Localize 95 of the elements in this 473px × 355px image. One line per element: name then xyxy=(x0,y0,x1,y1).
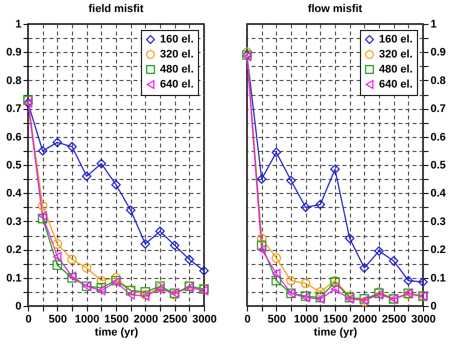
legend-label: 160 el. xyxy=(160,34,194,46)
point xyxy=(316,200,326,210)
y-tick-label: 0.3 xyxy=(6,216,22,228)
point xyxy=(52,239,62,249)
point xyxy=(256,174,266,184)
x-tick-label: 1500 xyxy=(323,314,348,326)
x-tick-label: 2000 xyxy=(134,314,158,326)
point xyxy=(38,146,48,156)
chart-title: field misfit xyxy=(88,3,144,15)
x-tick-label: 2500 xyxy=(162,314,188,326)
point xyxy=(300,278,310,288)
point xyxy=(272,253,282,263)
legend-label: 640 el. xyxy=(160,78,194,90)
point xyxy=(330,284,340,294)
point xyxy=(97,286,106,296)
x-tick-label: 1000 xyxy=(294,314,318,326)
point xyxy=(38,214,48,224)
point xyxy=(418,277,428,287)
point xyxy=(67,142,77,152)
y-tick-label: 0.2 xyxy=(430,244,446,256)
point xyxy=(126,205,136,215)
point xyxy=(272,268,281,278)
point xyxy=(82,263,92,273)
y-tick-label: 0.5 xyxy=(6,160,22,172)
y-tick-label: 0 xyxy=(15,300,22,312)
point xyxy=(388,256,398,266)
point xyxy=(140,239,150,249)
y-tick-label: 0.9 xyxy=(6,46,22,59)
point xyxy=(67,254,77,264)
point xyxy=(52,138,62,148)
point xyxy=(272,276,282,286)
point xyxy=(96,282,106,292)
point xyxy=(155,226,165,236)
legend-label: 320 el. xyxy=(379,48,413,60)
point xyxy=(82,171,92,182)
y-tick-label: 0.1 xyxy=(6,272,22,284)
legend-label: 640 el. xyxy=(379,78,413,90)
y-tick-label: 0.8 xyxy=(430,74,446,87)
point xyxy=(257,244,266,254)
point xyxy=(344,234,354,244)
x-tick-label: 500 xyxy=(268,314,286,326)
point xyxy=(404,276,414,286)
x-tick-label: 2500 xyxy=(382,314,406,326)
point xyxy=(38,201,48,211)
x-tick-label: 1500 xyxy=(104,314,129,326)
x-tick-label: 0 xyxy=(244,314,251,326)
y-tick-label: 0.6 xyxy=(6,131,22,144)
x-tick-label: 0 xyxy=(25,314,32,326)
point xyxy=(140,287,150,297)
point xyxy=(53,252,62,262)
x-tick-label: 1000 xyxy=(74,314,100,326)
y-tick-label: 1 xyxy=(15,18,22,30)
y-tick-label: 0.7 xyxy=(430,103,446,116)
point xyxy=(111,180,121,190)
legend-label: 160 el. xyxy=(379,34,413,46)
y-tick-label: 0.1 xyxy=(430,272,446,284)
point xyxy=(52,260,62,270)
chart-title: flow misfit xyxy=(308,3,363,15)
point xyxy=(184,254,194,264)
legend-label: 320 el. xyxy=(160,48,194,60)
point xyxy=(126,290,135,300)
point xyxy=(96,276,106,286)
y-tick-label: 1 xyxy=(430,18,437,30)
point xyxy=(170,240,180,250)
x-tick-label: 500 xyxy=(48,314,68,326)
point xyxy=(316,287,326,297)
point xyxy=(374,246,384,256)
x-tick-label: 3000 xyxy=(192,314,217,326)
y-tick-label: 0.6 xyxy=(430,131,446,144)
y-tick-label: 0.4 xyxy=(430,188,447,200)
point xyxy=(38,210,47,221)
y-tick-label: 0.7 xyxy=(6,103,22,116)
point xyxy=(199,266,209,276)
point xyxy=(286,176,296,186)
legend-label: 480 el. xyxy=(379,64,413,76)
x-axis-title: time (yr) xyxy=(314,326,358,338)
y-tick-label: 0.8 xyxy=(6,74,22,87)
point xyxy=(286,276,296,286)
y-tick-label: 0.2 xyxy=(6,244,22,256)
point xyxy=(360,263,370,273)
legend-label: 480 el. xyxy=(160,64,194,76)
y-tick-label: 0.5 xyxy=(430,160,446,172)
y-tick-label: 0.4 xyxy=(6,188,22,200)
point xyxy=(300,202,310,212)
y-tick-label: 0.3 xyxy=(430,216,446,228)
point xyxy=(96,158,106,168)
y-tick-label: 0 xyxy=(430,300,437,312)
x-axis-title: time (yr) xyxy=(94,326,139,338)
x-tick-label: 2000 xyxy=(352,314,378,326)
point xyxy=(272,148,282,158)
point xyxy=(330,164,340,174)
point xyxy=(256,240,266,250)
y-tick-label: 0.9 xyxy=(430,46,446,59)
x-tick-label: 3000 xyxy=(411,314,436,326)
point xyxy=(256,234,266,244)
